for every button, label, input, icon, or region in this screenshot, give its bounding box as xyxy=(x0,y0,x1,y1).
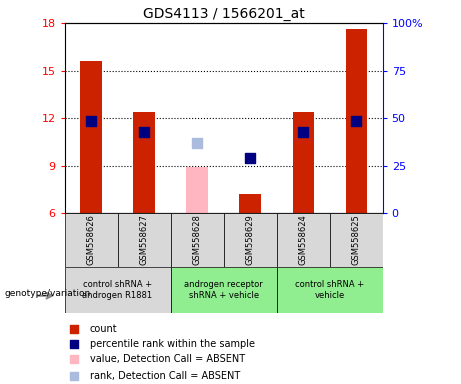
Point xyxy=(352,118,360,124)
Text: GSM558624: GSM558624 xyxy=(299,215,307,265)
Bar xyxy=(171,213,224,267)
Text: count: count xyxy=(90,324,118,334)
Text: rank, Detection Call = ABSENT: rank, Detection Call = ABSENT xyxy=(90,371,240,381)
Bar xyxy=(345,30,366,213)
Text: genotype/variation: genotype/variation xyxy=(5,289,91,298)
Text: GSM558629: GSM558629 xyxy=(246,215,254,265)
Bar xyxy=(65,267,171,313)
Text: value, Detection Call = ABSENT: value, Detection Call = ABSENT xyxy=(90,354,245,364)
Text: GSM558627: GSM558627 xyxy=(140,215,148,265)
Text: GSM558626: GSM558626 xyxy=(87,215,95,265)
Text: GSM558628: GSM558628 xyxy=(193,215,201,265)
Point xyxy=(71,356,78,362)
Bar xyxy=(277,213,330,267)
Point xyxy=(193,141,201,147)
Bar xyxy=(186,167,207,213)
Point xyxy=(88,118,95,124)
Bar xyxy=(224,213,277,267)
Text: control shRNA +
androgen R1881: control shRNA + androgen R1881 xyxy=(83,280,153,300)
Point xyxy=(71,373,78,379)
Bar xyxy=(171,267,277,313)
Point xyxy=(300,129,307,136)
Point xyxy=(71,341,78,347)
Bar xyxy=(239,194,260,213)
Bar xyxy=(277,267,383,313)
Bar xyxy=(65,213,118,267)
Point xyxy=(246,155,254,161)
Bar xyxy=(330,213,383,267)
Title: GDS4113 / 1566201_at: GDS4113 / 1566201_at xyxy=(143,7,304,21)
Text: control shRNA +
vehicle: control shRNA + vehicle xyxy=(295,280,364,300)
Bar xyxy=(80,61,101,213)
Bar xyxy=(292,112,313,213)
Point xyxy=(71,326,78,332)
Point xyxy=(140,129,148,136)
Text: percentile rank within the sample: percentile rank within the sample xyxy=(90,339,255,349)
Text: GSM558625: GSM558625 xyxy=(352,215,361,265)
Bar xyxy=(134,112,154,213)
Bar xyxy=(118,213,171,267)
Text: androgen receptor
shRNA + vehicle: androgen receptor shRNA + vehicle xyxy=(184,280,263,300)
